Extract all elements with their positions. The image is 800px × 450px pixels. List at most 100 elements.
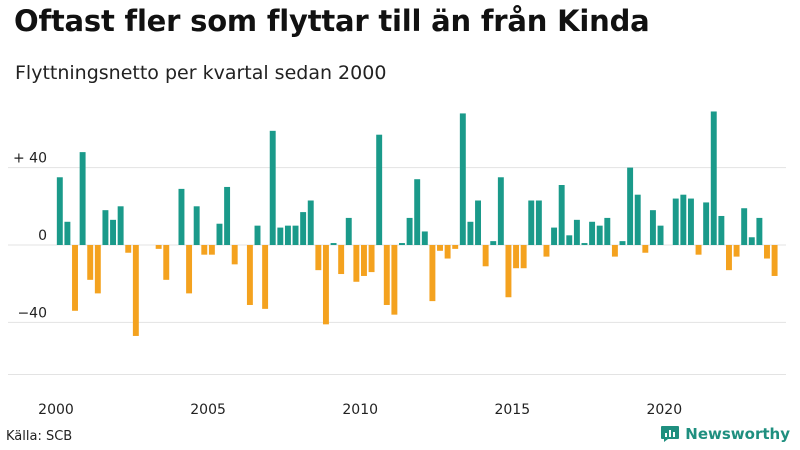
- y-tick-label: −40: [17, 305, 47, 321]
- bar-2013Q2: [459, 113, 466, 245]
- bar-2002Q1: [117, 206, 124, 245]
- bar-2018Q1: [604, 217, 611, 245]
- bar-2006Q4: [262, 245, 269, 309]
- x-tick-label: 2015: [494, 402, 530, 418]
- bar-2008Q4: [322, 245, 329, 325]
- bar-2004Q4: [201, 245, 208, 255]
- bar-2021Q4: [718, 215, 725, 245]
- newsworthy-logo-icon: [661, 426, 680, 442]
- bar-2016Q2: [551, 227, 558, 245]
- bar-2021Q2: [703, 202, 710, 245]
- bar-2000Q2: [64, 221, 71, 245]
- bar-2011Q1: [391, 245, 398, 315]
- bar-2015Q2: [520, 245, 527, 269]
- bar-2018Q3: [619, 241, 626, 245]
- bar-2013Q1: [452, 245, 459, 249]
- bar-2014Q3: [497, 177, 504, 245]
- chart-title: Oftast fler som flyttar till än från Kin…: [14, 4, 650, 38]
- bar-2018Q4: [627, 167, 634, 245]
- bar-2010Q3: [376, 134, 383, 245]
- bar-2022Q1: [726, 245, 732, 271]
- y-tick-label: + 40: [13, 151, 47, 167]
- bar-2018Q2: [611, 245, 618, 257]
- bar-2001Q1: [87, 245, 94, 280]
- bar-2022Q3: [741, 208, 748, 246]
- bar-2019Q3: [649, 210, 656, 245]
- bar-2011Q4: [414, 179, 421, 245]
- bar-2016Q3: [558, 185, 565, 245]
- bar-2023Q3: [771, 245, 778, 276]
- y-axis-ticks: + 40 0 −40: [13, 151, 47, 322]
- bar-2015Q3: [528, 200, 535, 246]
- bar-2014Q2: [490, 241, 497, 245]
- bar-2005Q2: [216, 223, 223, 246]
- brand-name: Newsworthy: [685, 425, 790, 443]
- bar-2007Q1: [269, 130, 276, 245]
- brand-logo[interactable]: Newsworthy: [660, 425, 790, 443]
- bar-2005Q1: [208, 245, 215, 255]
- bar-2010Q1: [361, 245, 367, 276]
- bar-2016Q1: [543, 245, 550, 257]
- bar-2009Q2: [338, 245, 345, 275]
- bar-2001Q2: [94, 245, 101, 294]
- bar-2019Q4: [657, 225, 664, 245]
- bar-2009Q3: [345, 217, 352, 245]
- bar-2010Q2: [368, 245, 375, 273]
- bar-2005Q3: [224, 186, 231, 245]
- bar-2015Q4: [535, 200, 542, 246]
- bar-2006Q3: [254, 225, 261, 245]
- bar-2009Q4: [353, 245, 360, 282]
- bar-2021Q1: [695, 245, 702, 255]
- bar-2004Q3: [193, 206, 200, 245]
- bar-2020Q2: [672, 198, 679, 245]
- bar-2002Q2: [125, 245, 132, 253]
- bar-2011Q2: [399, 243, 405, 245]
- bar-2021Q3: [710, 111, 717, 245]
- bar-2022Q4: [748, 237, 755, 245]
- bar-2001Q4: [110, 219, 116, 245]
- bar-2006Q2: [246, 245, 253, 305]
- bar-2008Q3: [315, 245, 322, 271]
- bar-2023Q1: [756, 217, 763, 245]
- x-tick-label: 2020: [646, 402, 682, 418]
- y-tick-label: 0: [38, 228, 47, 244]
- bar-2002Q3: [132, 245, 139, 336]
- bar-2013Q3: [467, 221, 474, 245]
- bar-2001Q3: [102, 210, 109, 245]
- bar-2012Q4: [444, 245, 451, 259]
- bar-2012Q3: [437, 245, 443, 251]
- bar-2000Q4: [79, 152, 86, 245]
- bar-2009Q1: [330, 243, 337, 245]
- x-tick-label: 2010: [342, 402, 378, 418]
- bar-2019Q2: [642, 245, 649, 253]
- bar-2000Q1: [56, 177, 63, 245]
- bar-2004Q2: [186, 245, 193, 294]
- bar-2020Q3: [680, 194, 687, 245]
- bar-2019Q1: [634, 194, 641, 245]
- bar-2022Q2: [733, 245, 740, 257]
- bar-2005Q4: [231, 245, 238, 265]
- bar-2003Q2: [155, 245, 162, 249]
- bar-2023Q2: [764, 245, 770, 259]
- bar-2003Q3: [163, 245, 170, 280]
- bar-chart: + 40 0 −40 2000 2005 2010 2015 2020: [8, 111, 786, 418]
- bar-2014Q4: [505, 245, 512, 298]
- bar-2020Q4: [687, 198, 694, 245]
- bar-2017Q1: [573, 219, 580, 245]
- bar-2000Q3: [72, 245, 78, 311]
- x-tick-label: 2005: [190, 402, 226, 418]
- bar-2015Q1: [513, 245, 520, 269]
- bar-2007Q3: [284, 225, 291, 245]
- source-note: Källa: SCB: [6, 429, 73, 444]
- bar-2007Q4: [292, 225, 299, 245]
- bar-2016Q4: [566, 235, 573, 245]
- bar-2004Q1: [178, 188, 185, 245]
- bar-2017Q3: [589, 221, 596, 245]
- bar-2017Q4: [596, 225, 603, 245]
- bar-2014Q1: [482, 245, 489, 267]
- x-axis-ticks: 2000 2005 2010 2015 2020: [38, 402, 682, 418]
- x-tick-label: 2000: [38, 402, 74, 418]
- bar-2017Q2: [581, 243, 588, 245]
- bar-2012Q2: [429, 245, 436, 302]
- bar-2011Q3: [406, 217, 413, 245]
